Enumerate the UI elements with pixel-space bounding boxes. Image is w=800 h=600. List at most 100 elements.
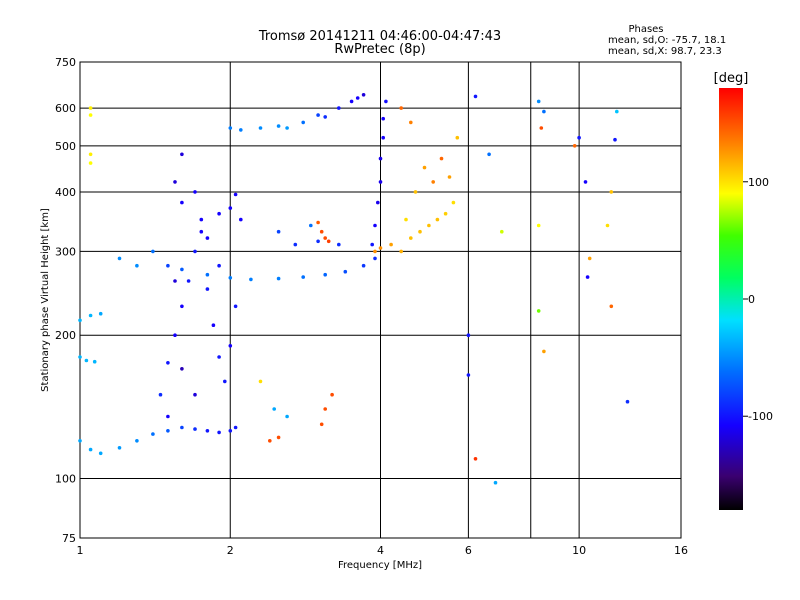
- data-point: [466, 333, 471, 338]
- data-point: [223, 379, 227, 384]
- data-point: [258, 126, 263, 130]
- x-tick-label: 2: [227, 544, 234, 557]
- data-point: [349, 99, 354, 104]
- data-point: [361, 263, 366, 268]
- colorbar-ticks: 100 0 -100: [743, 176, 773, 423]
- data-point: [233, 304, 238, 309]
- data-point: [293, 242, 298, 247]
- data-point: [301, 275, 306, 279]
- data-point: [173, 180, 177, 184]
- data-point: [343, 269, 348, 274]
- data-point: [84, 358, 89, 363]
- data-point: [158, 392, 163, 397]
- data-point: [536, 309, 541, 313]
- x-tick-label: 6: [465, 544, 472, 557]
- y-tick-label: 400: [55, 186, 76, 199]
- chart-subtitle: RwPretec (8p): [334, 42, 425, 57]
- y-tick-label: 750: [55, 56, 76, 69]
- data-point: [418, 229, 422, 234]
- data-point: [376, 200, 380, 205]
- data-point: [78, 439, 82, 443]
- data-point: [455, 135, 460, 140]
- x-axis-label: Frequency [MHz]: [338, 560, 422, 571]
- data-point: [98, 451, 103, 456]
- data-point: [249, 277, 253, 282]
- data-point: [316, 239, 320, 244]
- data-point: [88, 152, 93, 157]
- colorbar: [719, 88, 743, 510]
- data-point: [466, 373, 471, 377]
- data-point: [451, 200, 456, 205]
- data-point: [193, 392, 197, 397]
- data-point: [487, 152, 491, 157]
- data-point: [431, 180, 436, 184]
- data-point: [78, 318, 82, 323]
- data-point: [233, 425, 238, 430]
- data-point: [536, 223, 541, 228]
- data-point: [572, 144, 577, 148]
- data-point: [381, 116, 386, 121]
- data-point: [615, 109, 619, 114]
- data-point: [272, 407, 277, 411]
- data-point: [399, 249, 404, 254]
- data-point: [319, 229, 324, 234]
- data-point: [409, 120, 413, 125]
- data-point: [205, 272, 210, 277]
- data-point: [78, 355, 82, 359]
- data-point: [373, 223, 377, 228]
- data-point: [378, 156, 383, 161]
- data-point: [173, 333, 177, 338]
- data-point: [135, 439, 139, 443]
- data-point: [399, 106, 404, 110]
- data-point: [228, 344, 233, 348]
- data-point: [435, 217, 440, 222]
- data-point: [587, 256, 592, 261]
- data-point: [361, 93, 366, 97]
- data-point: [180, 200, 184, 205]
- data-point: [88, 106, 93, 110]
- data-point: [180, 304, 184, 309]
- data-point: [330, 392, 334, 397]
- data-point: [355, 96, 360, 100]
- data-point: [473, 457, 478, 461]
- data-point: [258, 379, 263, 384]
- data-point: [92, 359, 97, 364]
- y-tick-label: 200: [55, 329, 76, 342]
- colorbar-tick-label: 100: [748, 176, 769, 189]
- y-axis-label: Stationary phase Virtual Height [km]: [40, 208, 51, 392]
- data-point: [98, 311, 103, 316]
- data-point: [381, 135, 386, 140]
- data-point: [323, 115, 328, 119]
- data-point: [166, 429, 170, 433]
- data-point: [409, 236, 413, 240]
- colorbar-tick-label: -100: [748, 410, 773, 423]
- data-point: [585, 275, 590, 279]
- data-point: [205, 429, 210, 433]
- data-point: [228, 429, 233, 433]
- data-point: [135, 263, 139, 268]
- data-point: [276, 435, 281, 440]
- data-point: [301, 120, 306, 125]
- data-point: [217, 211, 221, 216]
- data-point: [605, 223, 610, 228]
- data-point: [323, 272, 328, 277]
- data-point: [613, 137, 617, 142]
- y-tick-label: 100: [55, 473, 76, 486]
- data-point: [88, 447, 93, 452]
- data-point: [205, 287, 210, 291]
- x-tick-label: 4: [377, 544, 384, 557]
- data-point: [326, 239, 331, 244]
- data-point: [217, 430, 221, 435]
- data-point: [233, 192, 238, 197]
- data-point: [151, 249, 155, 254]
- data-point: [228, 206, 233, 210]
- data-point: [323, 236, 328, 240]
- data-point: [199, 217, 204, 222]
- data-point: [323, 407, 328, 411]
- data-point: [337, 242, 341, 247]
- data-point: [117, 256, 122, 261]
- data-point: [117, 446, 122, 450]
- data-point: [285, 126, 289, 130]
- data-point: [439, 156, 444, 161]
- data-point: [166, 263, 170, 268]
